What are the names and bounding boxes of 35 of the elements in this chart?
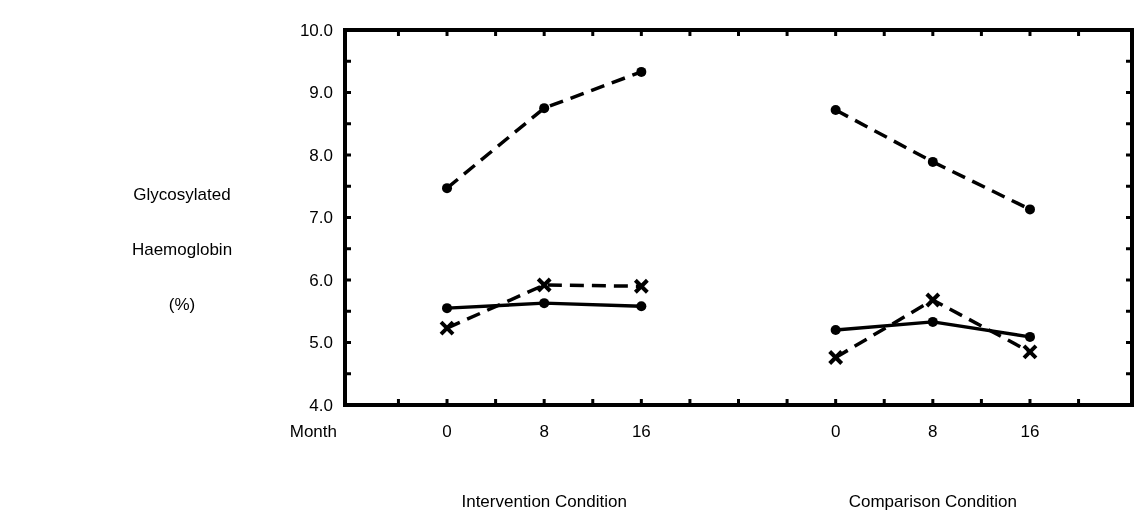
x-tick-label: 8 [928,422,938,441]
point [442,303,453,314]
point [827,349,844,366]
y-tick-label: 5.0 [309,333,333,353]
text: Intervention Condition [461,492,627,511]
text: Glycosylated Haemoglobin (%) [131,185,233,314]
x-axis-title: Month [289,422,337,441]
point [636,66,647,77]
y-tick-label: 9.0 [309,83,333,103]
point [636,301,647,312]
x-tick-label: 16 [631,422,651,441]
x-tick-label: 0 [830,422,841,441]
y-tick-label: 4.0 [309,395,333,415]
x-tick-label: 0 [442,422,452,441]
y-tick-label: 10.0 [299,20,333,40]
point [539,103,550,114]
point [539,298,550,309]
point [927,156,938,167]
point [1021,343,1038,360]
x-tick-label: 8 [539,422,549,441]
y-tick-label: 8.0 [309,145,333,165]
point [1024,331,1035,342]
point [927,316,938,327]
point [439,320,456,337]
text: Comparison Condition [848,492,1017,511]
point [1024,204,1035,215]
y-tick-label: 7.0 [309,208,333,228]
point [442,183,453,194]
x-tick-label: 16 [1020,422,1040,441]
y-tick-label: 6.0 [309,270,333,290]
point [830,105,841,115]
point [536,277,553,293]
point [924,292,941,308]
point [830,325,841,335]
point [633,278,650,295]
